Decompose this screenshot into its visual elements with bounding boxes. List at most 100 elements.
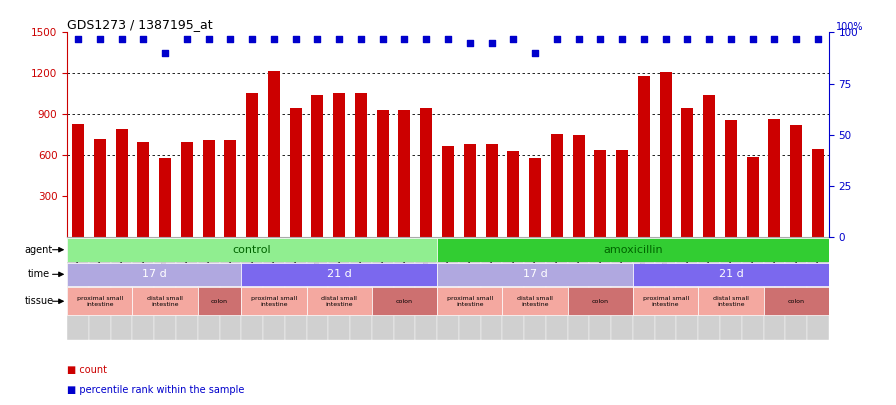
Point bbox=[789, 35, 804, 42]
Bar bbox=[67, 237, 89, 340]
Point bbox=[397, 35, 411, 42]
Bar bbox=[198, 287, 241, 315]
Bar bbox=[546, 237, 568, 340]
Bar bbox=[116, 130, 127, 237]
Bar bbox=[480, 237, 503, 340]
Point bbox=[549, 35, 564, 42]
Bar bbox=[655, 237, 676, 340]
Bar bbox=[72, 124, 84, 237]
Bar bbox=[263, 237, 285, 340]
Point bbox=[202, 35, 216, 42]
Point bbox=[158, 50, 172, 56]
Bar bbox=[111, 237, 133, 340]
Text: agent: agent bbox=[25, 245, 53, 255]
Bar bbox=[633, 262, 829, 286]
Bar bbox=[289, 108, 302, 237]
Bar bbox=[437, 287, 503, 315]
Bar bbox=[720, 237, 742, 340]
Bar bbox=[785, 237, 807, 340]
Point bbox=[180, 35, 194, 42]
Bar bbox=[224, 141, 237, 237]
Text: proximal small
intestine: proximal small intestine bbox=[642, 296, 689, 307]
Bar bbox=[503, 287, 568, 315]
Point bbox=[310, 35, 324, 42]
Bar bbox=[220, 237, 241, 340]
Bar bbox=[616, 150, 628, 237]
Point bbox=[485, 39, 499, 46]
Bar bbox=[524, 237, 546, 340]
Bar bbox=[459, 237, 480, 340]
Text: distal small
intestine: distal small intestine bbox=[322, 296, 358, 307]
Bar bbox=[241, 237, 263, 340]
Point bbox=[245, 35, 259, 42]
Bar bbox=[137, 142, 150, 237]
Bar bbox=[306, 237, 328, 340]
Text: colon: colon bbox=[396, 299, 413, 304]
Bar bbox=[328, 237, 350, 340]
Point bbox=[115, 35, 129, 42]
Point bbox=[375, 35, 390, 42]
Bar bbox=[486, 145, 497, 237]
Bar bbox=[633, 287, 698, 315]
Bar bbox=[590, 237, 611, 340]
Bar bbox=[355, 92, 367, 237]
Bar bbox=[812, 149, 824, 237]
Bar bbox=[638, 76, 650, 237]
Bar bbox=[202, 141, 215, 237]
Point bbox=[572, 35, 586, 42]
Text: proximal small
intestine: proximal small intestine bbox=[251, 296, 297, 307]
Bar bbox=[763, 287, 829, 315]
Point bbox=[506, 35, 521, 42]
Bar bbox=[725, 120, 737, 237]
Bar bbox=[241, 287, 306, 315]
Bar bbox=[94, 139, 106, 237]
Text: 21 d: 21 d bbox=[327, 269, 351, 279]
Bar bbox=[159, 158, 171, 237]
Bar bbox=[573, 135, 584, 237]
Point bbox=[593, 35, 607, 42]
Bar bbox=[503, 237, 524, 340]
Bar bbox=[372, 287, 437, 315]
Text: 21 d: 21 d bbox=[719, 269, 744, 279]
Bar bbox=[181, 142, 193, 237]
Point bbox=[419, 35, 434, 42]
Bar bbox=[376, 110, 389, 237]
Bar bbox=[442, 146, 454, 237]
Text: ■ count: ■ count bbox=[67, 364, 108, 375]
Point bbox=[767, 35, 781, 42]
Bar bbox=[698, 287, 763, 315]
Text: control: control bbox=[233, 245, 271, 255]
Bar bbox=[437, 262, 633, 286]
Text: colon: colon bbox=[592, 299, 608, 304]
Bar bbox=[67, 262, 241, 286]
Point bbox=[462, 39, 477, 46]
Bar bbox=[703, 95, 715, 237]
Text: 100%: 100% bbox=[837, 22, 864, 32]
Point bbox=[136, 35, 151, 42]
Point bbox=[659, 35, 673, 42]
Text: 17 d: 17 d bbox=[522, 269, 547, 279]
Text: colon: colon bbox=[211, 299, 228, 304]
Bar bbox=[420, 108, 432, 237]
Text: 17 d: 17 d bbox=[142, 269, 167, 279]
Point bbox=[223, 35, 237, 42]
Text: time: time bbox=[28, 269, 50, 279]
Bar bbox=[285, 237, 306, 340]
Bar bbox=[350, 237, 372, 340]
Bar bbox=[67, 238, 437, 262]
Bar bbox=[698, 237, 720, 340]
Bar bbox=[372, 237, 393, 340]
Bar bbox=[67, 287, 133, 315]
Bar bbox=[594, 150, 607, 237]
Bar bbox=[268, 70, 280, 237]
Point bbox=[289, 35, 303, 42]
Bar bbox=[676, 237, 698, 340]
Bar bbox=[611, 237, 633, 340]
Text: amoxicillin: amoxicillin bbox=[603, 245, 663, 255]
Bar bbox=[437, 238, 829, 262]
Bar bbox=[464, 145, 476, 237]
Bar bbox=[633, 237, 655, 340]
Bar bbox=[333, 92, 345, 237]
Bar bbox=[551, 134, 563, 237]
Bar bbox=[133, 237, 154, 340]
